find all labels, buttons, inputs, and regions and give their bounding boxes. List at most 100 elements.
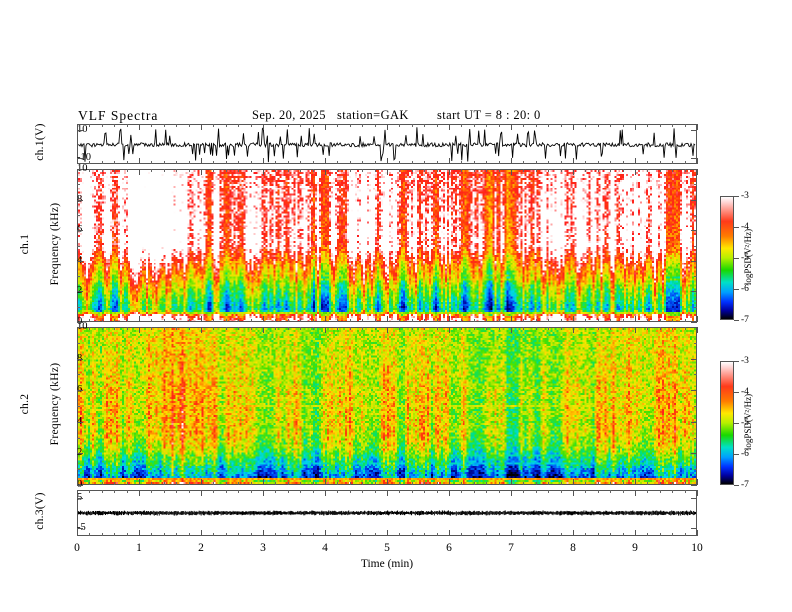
x-tick-minor bbox=[250, 161, 252, 164]
x-tick-minor bbox=[672, 124, 674, 127]
x-tick-major bbox=[511, 169, 512, 175]
x-tick-minor bbox=[312, 490, 314, 493]
x-tick-major bbox=[325, 169, 326, 175]
x-tick-minor bbox=[498, 490, 500, 493]
x-tick-minor bbox=[523, 490, 525, 493]
ch2-spec-axis-title-1: ch.2 bbox=[19, 393, 31, 415]
x-tick-minor bbox=[176, 124, 178, 127]
x-tick-major bbox=[635, 479, 636, 485]
x-tick-major bbox=[263, 124, 264, 130]
x-tick-label: 10 bbox=[691, 542, 703, 554]
x-tick-minor bbox=[399, 482, 401, 485]
x-tick-minor bbox=[659, 169, 661, 172]
x-tick-major bbox=[387, 316, 388, 322]
x-tick-minor bbox=[213, 124, 215, 127]
x-tick-major bbox=[449, 169, 450, 175]
y-tick-major bbox=[77, 453, 83, 455]
x-tick-minor bbox=[337, 482, 339, 485]
x-tick-minor bbox=[647, 482, 649, 485]
x-tick-major bbox=[201, 479, 202, 485]
x-tick-minor bbox=[89, 169, 91, 172]
colorbar-tick bbox=[734, 196, 739, 197]
x-tick-minor bbox=[597, 482, 599, 485]
x-tick-label: 4 bbox=[322, 542, 328, 554]
x-tick-minor bbox=[114, 482, 116, 485]
x-tick-minor bbox=[349, 533, 351, 536]
colorbar-tick bbox=[734, 423, 739, 424]
x-tick-minor bbox=[188, 490, 190, 493]
x-tick-minor bbox=[548, 482, 550, 485]
x-tick-minor bbox=[250, 319, 252, 322]
x-tick-minor bbox=[684, 327, 686, 330]
x-tick-minor bbox=[225, 161, 227, 164]
x-tick-minor bbox=[188, 319, 190, 322]
x-tick-minor bbox=[188, 169, 190, 172]
x-tick-minor bbox=[585, 490, 587, 493]
x-tick-minor bbox=[548, 490, 550, 493]
x-tick-minor bbox=[548, 169, 550, 172]
y-tick-major bbox=[77, 130, 83, 131]
x-tick-minor bbox=[362, 124, 364, 127]
x-tick-minor bbox=[672, 161, 674, 164]
x-tick-major bbox=[387, 327, 388, 333]
x-tick-minor bbox=[473, 533, 475, 536]
x-tick-minor bbox=[287, 124, 289, 127]
x-tick-minor bbox=[349, 327, 351, 330]
x-tick-minor bbox=[597, 124, 599, 127]
x-tick-minor bbox=[337, 319, 339, 322]
x-tick-major bbox=[77, 530, 78, 536]
x-tick-minor bbox=[374, 490, 376, 493]
x-tick-minor bbox=[250, 169, 252, 172]
x-tick-minor bbox=[535, 161, 537, 164]
y-tick-minor bbox=[77, 306, 80, 308]
x-tick-minor bbox=[548, 124, 550, 127]
x-tick-minor bbox=[560, 327, 562, 330]
x-tick-minor bbox=[275, 124, 277, 127]
x-tick-minor bbox=[411, 490, 413, 493]
x-tick-minor bbox=[374, 319, 376, 322]
x-tick-major bbox=[635, 169, 636, 175]
x-tick-minor bbox=[486, 161, 488, 164]
x-tick-minor bbox=[424, 327, 426, 330]
x-tick-minor bbox=[486, 319, 488, 322]
x-tick-minor bbox=[275, 319, 277, 322]
x-tick-major bbox=[263, 479, 264, 485]
x-tick-minor bbox=[337, 327, 339, 330]
x-tick-minor bbox=[300, 482, 302, 485]
x-tick-minor bbox=[362, 490, 364, 493]
ch3-waveform bbox=[78, 491, 696, 535]
x-tick-label: 1 bbox=[136, 542, 142, 554]
y-tick-major bbox=[77, 528, 83, 529]
x-tick-major bbox=[263, 169, 264, 175]
x-tick-minor bbox=[659, 319, 661, 322]
x-tick-minor bbox=[287, 482, 289, 485]
x-tick-minor bbox=[163, 490, 165, 493]
x-tick-minor bbox=[498, 124, 500, 127]
x-tick-minor bbox=[597, 319, 599, 322]
x-tick-minor bbox=[163, 161, 165, 164]
x-tick-minor bbox=[411, 482, 413, 485]
x-axis-title: Time (min) bbox=[360, 558, 414, 570]
x-tick-minor bbox=[486, 327, 488, 330]
x-tick-minor bbox=[585, 533, 587, 536]
x-tick-minor bbox=[622, 490, 624, 493]
x-tick-minor bbox=[535, 124, 537, 127]
x-tick-minor bbox=[473, 161, 475, 164]
colorbar-tick-label: -7 bbox=[741, 315, 749, 325]
x-tick-label: 0 bbox=[74, 542, 80, 554]
x-tick-minor bbox=[337, 533, 339, 536]
x-tick-minor bbox=[101, 533, 103, 536]
x-tick-major bbox=[139, 169, 140, 175]
x-tick-minor bbox=[362, 482, 364, 485]
x-tick-major bbox=[325, 158, 326, 164]
x-tick-major bbox=[139, 158, 140, 164]
x-tick-major bbox=[697, 479, 698, 485]
x-tick-minor bbox=[548, 327, 550, 330]
x-tick-major bbox=[573, 124, 574, 130]
x-tick-major bbox=[77, 158, 78, 164]
x-tick-minor bbox=[362, 319, 364, 322]
x-tick-minor bbox=[213, 490, 215, 493]
x-tick-minor bbox=[250, 124, 252, 127]
x-tick-minor bbox=[399, 169, 401, 172]
y-tick-major bbox=[691, 130, 697, 131]
